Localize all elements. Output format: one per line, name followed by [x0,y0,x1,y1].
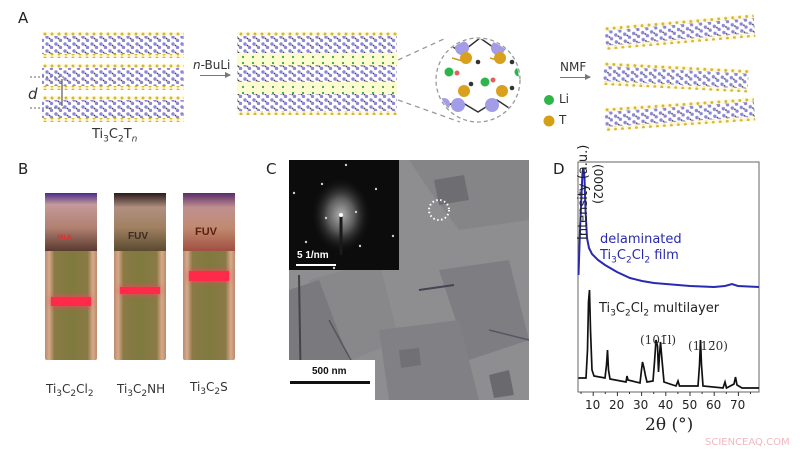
fluorescence-band [51,297,91,306]
cuvette-ti3c2cl2: MILK [45,193,97,360]
series-multilayer [578,289,759,390]
inset-scalebar-label: 5 1/nm [297,250,329,261]
x-axis-label: 2θ (°) [645,415,694,435]
inset-scalebar [296,264,336,266]
mxene-multilayer-stack [42,32,184,122]
legend-li-label: Li [559,92,570,106]
legend-li-icon [544,95,554,105]
main-scalebar [290,381,370,384]
panel-label-c: C [266,160,277,178]
tem-image: 5 1/nm 500 nm [289,160,529,400]
fft-inset: 5 1/nm [289,160,399,270]
panel-label-a: A [18,9,29,27]
label-delaminated-film: Ti3C2Cl2 film [600,248,679,266]
cuvette-ti3c2s: FUV [183,193,235,360]
legend-t-label: T [559,113,567,127]
nbuli-reagent-label: n-BuLi [193,58,231,72]
series-delaminated-film [577,167,760,289]
tem-flakes-texture [289,160,529,400]
spacing-d-label: d [28,85,38,103]
sae-selection-circle [428,199,450,221]
peak-label-101l: (101̄l) [640,333,677,347]
nmf-reagent-label: NMF [560,60,587,74]
diffraction-pattern [292,163,395,270]
sample-label-ti3c2nh: Ti3C2NH [117,382,166,399]
atomic-zoom-circle [435,37,521,123]
sample-label-ti3c2cl2: Ti3C2Cl2 [46,382,94,399]
fluorescence-band [120,287,160,294]
fluorescence-band [189,271,229,281]
xrd-chart [577,161,760,396]
panel-a-schematic [30,13,756,131]
y-axis-label: Intensity (a.u.) [576,144,591,240]
watermark-text: SCIENCEAQ.COM [705,437,790,448]
scalebar-box: 500 nm [289,360,375,400]
mxene-formula-label: Ti3C2Tn [92,127,138,145]
delaminated-flakes [602,13,756,131]
arrow-right-icon [560,74,591,80]
legend-t-icon [543,115,555,127]
label-multilayer: Ti3C2Cl2 multilayer [599,301,720,319]
peak-label-1120: (112̄0) [688,339,728,353]
peak-label-0002: (0002) [591,164,605,204]
panel-label-d: D [553,160,565,178]
arrow-right-icon [200,72,231,78]
sample-label-ti3c2s: Ti3C2S [190,380,228,397]
main-scalebar-label: 500 nm [312,366,347,377]
x-axis-ticks [580,392,751,396]
panel-label-b: B [18,160,29,178]
cuvette-ti3c2nh: FUV [114,193,166,360]
label-delaminated: delaminated [600,232,682,247]
intercalated-stack [237,32,397,115]
